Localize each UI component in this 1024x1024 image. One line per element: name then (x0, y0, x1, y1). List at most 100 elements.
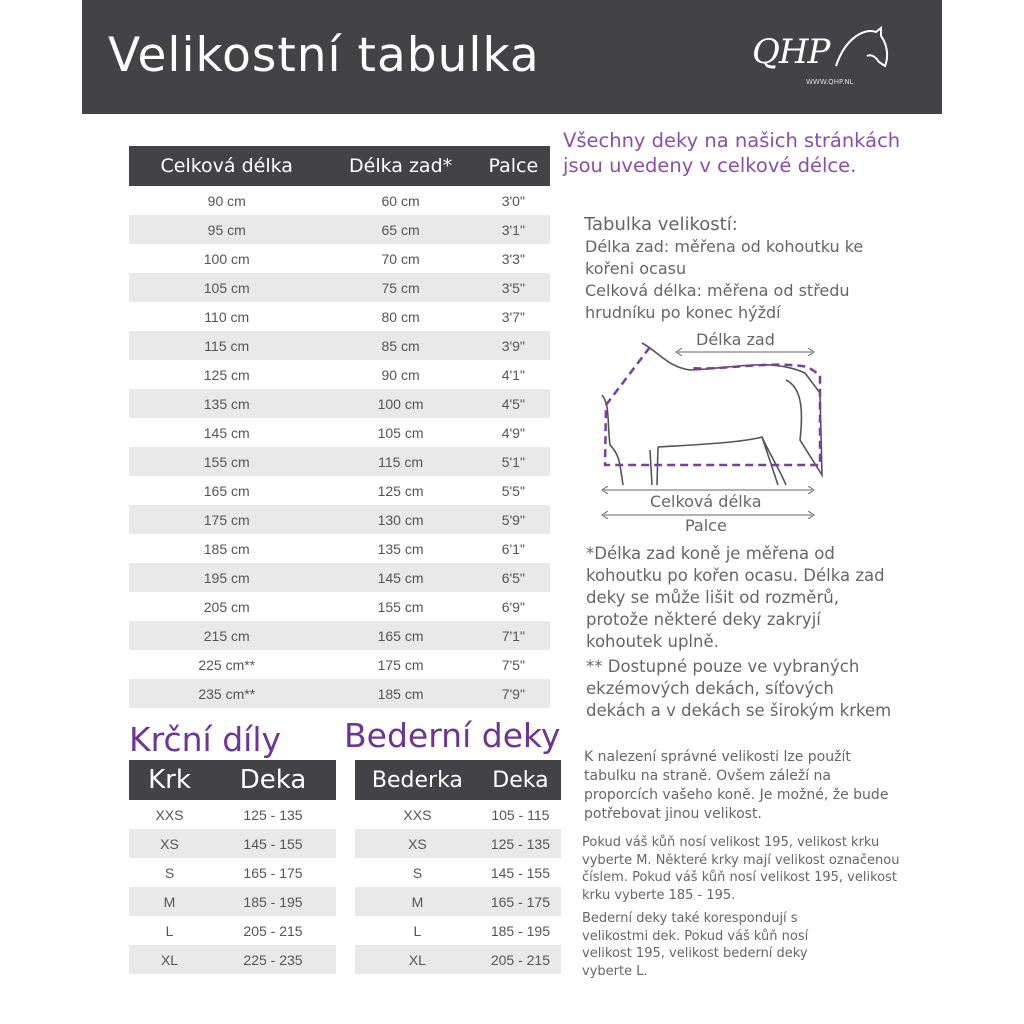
table-cell: 175 cm (377, 656, 424, 673)
table-row: XS 125 - 135 (355, 829, 561, 858)
table-row: L 205 - 215 (129, 916, 336, 945)
table-cell: 5'5" (501, 482, 525, 499)
table-cell: XXS (403, 806, 432, 823)
table-cell: 165 cm (203, 482, 250, 499)
table-cell: 205 cm (203, 598, 250, 615)
table-cell: 185 cm (324, 679, 477, 708)
table-row: XXS 125 - 135 (129, 800, 336, 829)
table-cell: 130 cm (324, 505, 477, 534)
table-cell: 215 cm (129, 621, 325, 650)
table-row: 100 cm 70 cm 3'3" (129, 244, 550, 273)
table-cell: XS (129, 829, 210, 858)
table-row: 95 cm 65 cm 3'1" (129, 215, 550, 244)
table-cell: S (412, 864, 423, 881)
table-row: 155 cm 115 cm 5'1" (129, 447, 550, 476)
footnote-back-length: *Délka zad koně je měřena od kohoutku po… (586, 544, 885, 651)
intro-text: Všechny deky na našich stránkách jsou uv… (563, 129, 901, 177)
header-banner: Velikostní tabulka QHP WWW.QHP.NL (82, 0, 942, 114)
table-cell: 7'9" (476, 679, 550, 708)
table-header-row: Krk Deka (129, 760, 336, 800)
table-cell: 3'9" (476, 331, 550, 360)
lumbar-sizing-advice: Bederní deky také korespondují s velikos… (582, 911, 809, 979)
table-cell: 5'1" (476, 447, 550, 476)
column-header: Deka (210, 760, 336, 800)
table-cell: 205 - 215 (479, 945, 561, 974)
table-cell: 3'7" (501, 308, 525, 325)
table-row: 145 cm 105 cm 4'9" (129, 418, 550, 447)
table-cell: 5'9" (476, 505, 550, 534)
column-header: Celková délka (129, 146, 325, 186)
table-cell: XL (355, 945, 480, 974)
logo-text: QHP (752, 32, 830, 72)
logo-url: WWW.QHP.NL (806, 78, 854, 86)
table-cell: 60 cm (381, 192, 420, 209)
table-cell: 155 cm (377, 598, 424, 615)
horse-measurement-diagram: Délka zad Celková délka Palce (590, 330, 823, 535)
table-cell: 105 - 115 (491, 806, 550, 823)
table-row: 135 cm 100 cm 4'5" (129, 389, 550, 418)
table-row: XL 225 - 235 (129, 945, 336, 974)
table-row: 125 cm 90 cm 4'1" (129, 360, 550, 389)
lumbar-size-table: Bederka Deka XXS 105 - 115 XS 125 - 135 S 145… (355, 760, 561, 974)
table-row: 185 cm 135 cm 6'1" (129, 534, 550, 563)
table-row: XS 145 - 155 (129, 829, 336, 858)
table-cell: 125 - 135 (243, 806, 303, 823)
table-cell: 225 cm** (198, 656, 256, 673)
table-cell: 105 cm (129, 273, 325, 302)
table-cell: 145 cm (203, 424, 250, 441)
table-cell: 3'0" (501, 192, 525, 209)
total-length-definition: Celková délka: měřena od středu hrudníku… (585, 281, 850, 322)
table-cell: 95 cm (129, 215, 325, 244)
footnote-availability: ** Dostupné pouze ve vybraných ekzémovýc… (586, 657, 892, 720)
table-cell: 155 cm (129, 447, 325, 476)
table-row: 165 cm 125 cm 5'5" (129, 476, 550, 505)
table-cell: 70 cm (381, 250, 420, 267)
table-cell: 90 cm (381, 366, 420, 383)
table-cell: 7'5" (501, 656, 525, 673)
back-length-label: Délka zad (696, 330, 775, 349)
table-cell: XL (129, 945, 210, 974)
table-cell: 125 cm (203, 366, 250, 383)
table-cell: 6'9" (501, 598, 525, 615)
table-cell: 175 cm (129, 505, 325, 534)
column-header: Délka zad* (324, 146, 477, 186)
table-row: 195 cm 145 cm 6'5" (129, 563, 550, 592)
table-cell: 135 cm (129, 389, 325, 418)
table-cell: 80 cm (381, 308, 420, 325)
table-cell: 195 cm (129, 563, 325, 592)
neck-sizing-advice: Pokud váš kůň nosí velikost 195, velikos… (582, 835, 900, 903)
table-row: 110 cm 80 cm 3'7" (129, 302, 550, 331)
inches-label: Palce (685, 516, 727, 535)
page-title: Velikostní tabulka (108, 28, 540, 83)
table-row: 215 cm 165 cm 7'1" (129, 621, 550, 650)
table-cell: 165 cm (324, 621, 477, 650)
column-header: Bederka (355, 760, 480, 800)
table-cell: 115 cm (324, 447, 477, 476)
table-cell: 125 cm (377, 482, 424, 499)
total-length-label: Celková délka (650, 492, 762, 511)
table-cell: 75 cm (324, 273, 477, 302)
table-cell: 4'1" (501, 366, 525, 383)
table-header-row: Bederka Deka (355, 760, 561, 800)
table-cell: XS (355, 829, 480, 858)
table-cell: L (165, 922, 174, 939)
table-cell: 3'1" (476, 215, 550, 244)
table-row: M 185 - 195 (129, 887, 336, 916)
table-row: 175 cm 130 cm 5'9" (129, 505, 550, 534)
table-cell: 6'5" (476, 563, 550, 592)
table-cell: 6'1" (501, 540, 525, 557)
table-cell: 165 - 175 (243, 864, 303, 881)
table-cell: 125 - 135 (479, 829, 561, 858)
table-cell: 145 cm (324, 563, 477, 592)
table-cell: 185 - 195 (210, 887, 336, 916)
table-row: XL 205 - 215 (355, 945, 561, 974)
table-row: L 185 - 195 (355, 916, 561, 945)
table-row: 115 cm 85 cm 3'9" (129, 331, 550, 360)
table-cell: 3'5" (476, 273, 550, 302)
table-cell: 110 cm (204, 308, 250, 325)
table-cell: 4'5" (476, 389, 550, 418)
total-length-dashed-outline (603, 346, 822, 467)
horse-head-icon (835, 26, 889, 68)
sizing-advice: K nalezení správné velikosti lze použít … (584, 749, 889, 822)
table-cell: S (164, 864, 175, 881)
